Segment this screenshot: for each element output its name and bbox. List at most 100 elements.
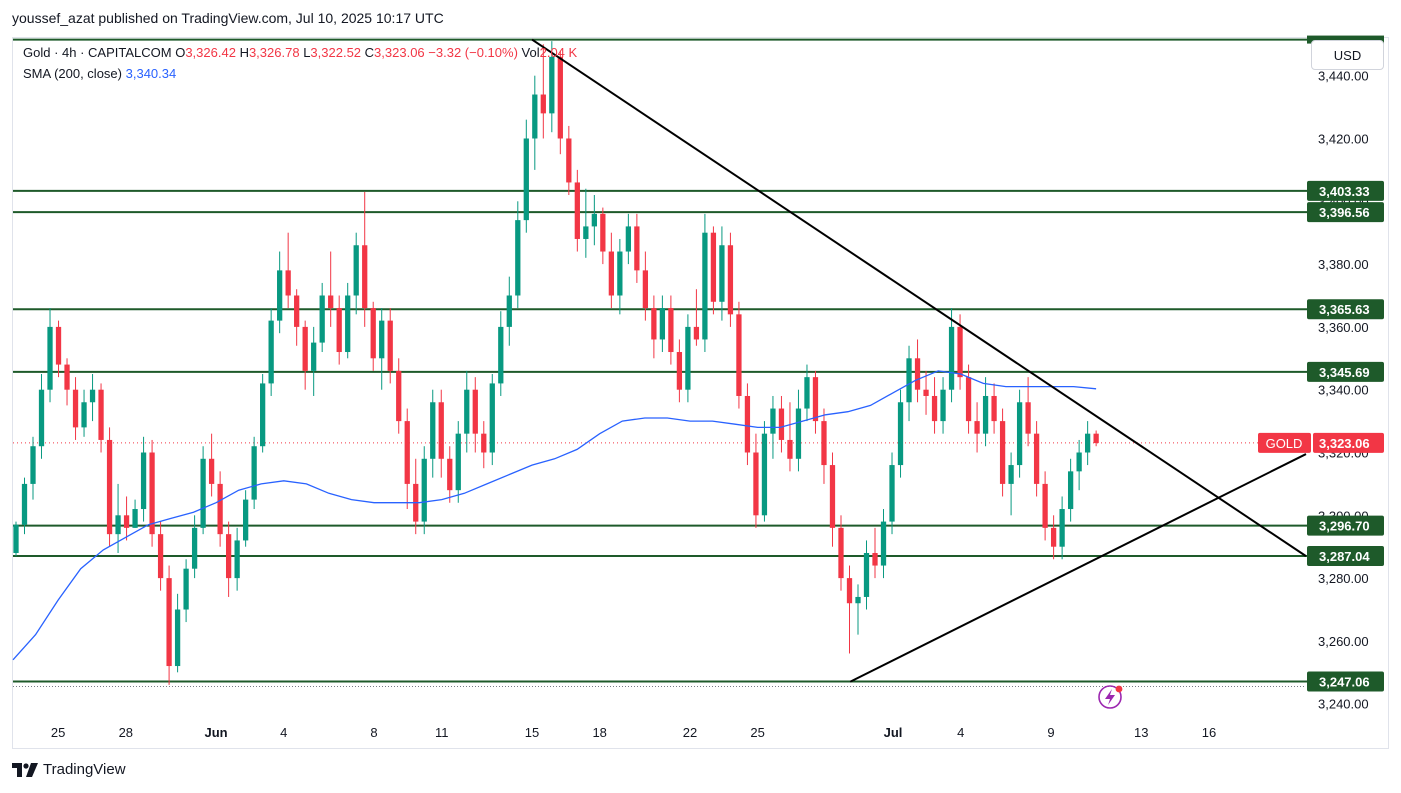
candle-body	[889, 465, 895, 522]
candle-body	[38, 389, 45, 447]
candle-body	[21, 483, 28, 525]
high-label: H	[239, 45, 249, 60]
currency-button[interactable]: USD	[1311, 40, 1384, 70]
candle-body	[948, 326, 955, 390]
candle-body	[625, 226, 632, 252]
tradingview-logo-icon	[12, 762, 38, 777]
candle-body	[974, 421, 980, 434]
candle-body	[991, 395, 997, 422]
candle-body	[931, 395, 938, 422]
candle-body	[183, 568, 189, 610]
candle-body	[906, 358, 912, 403]
sma-value: 3,340.34	[125, 66, 177, 81]
candle-body	[965, 377, 972, 422]
candle-body	[1093, 433, 1099, 444]
price-tags: 3,403.33 3,396.56 3,365.63 3,345.69 3,296.70…	[1258, 35, 1384, 692]
candle-body	[523, 138, 529, 221]
candle-body	[1016, 402, 1023, 466]
price-tick-label: 3,280.00	[1318, 571, 1369, 586]
candle-body	[455, 433, 461, 491]
candle-body	[600, 213, 606, 252]
level-price-tag	[1307, 546, 1384, 567]
time-axis: 25 28 Jun 4 8 11 15 18 22 25 Jul 4 9 13 16	[51, 725, 1216, 740]
candle-body	[166, 578, 172, 667]
candle-body	[208, 458, 215, 484]
time-tick-label: Jul	[884, 725, 903, 740]
candle-body	[668, 308, 674, 353]
candle-body	[804, 377, 810, 409]
price-tick-label: 3,360.00	[1318, 320, 1369, 335]
price-tick-label: 3,420.00	[1318, 131, 1369, 146]
publish-info: youssef_azat published on TradingView.co…	[12, 10, 444, 26]
candle-body	[829, 465, 836, 528]
candle-body	[387, 320, 393, 371]
candle-body	[1008, 465, 1014, 484]
candle-body	[149, 452, 155, 535]
candle-body	[642, 270, 649, 309]
candle-body	[787, 439, 793, 459]
high-value: 3,326.78	[248, 45, 300, 60]
candle-body	[157, 534, 164, 579]
symbol-label[interactable]: Gold · 4h · CAPITALCOM	[23, 45, 172, 60]
sma-legend[interactable]: SMA (200, close) 3,340.34	[23, 66, 176, 81]
candle-body	[251, 446, 257, 500]
candle-body	[744, 395, 751, 453]
open-value: 3,326.42	[185, 45, 236, 60]
lightning-replay-icon[interactable]	[1098, 685, 1123, 709]
candle-body	[557, 56, 563, 139]
chart-frame	[12, 37, 1389, 749]
candle-body	[591, 213, 597, 227]
candle-body	[336, 308, 342, 353]
volume-label: Vol	[521, 45, 540, 60]
candle-body	[498, 326, 504, 384]
candle-body	[379, 320, 385, 359]
candles	[13, 41, 1099, 685]
candle-body	[64, 364, 70, 390]
candle-body	[242, 499, 249, 541]
candle-body	[1084, 433, 1091, 453]
candle-body	[353, 245, 359, 296]
candle-body	[727, 245, 734, 315]
candle-body	[481, 433, 487, 453]
ohlc-legend: Gold · 4h · CAPITALCOM O3,326.42 H3,326.…	[23, 45, 577, 60]
candle-body	[855, 596, 861, 604]
time-tick-label: 11	[435, 725, 449, 740]
close-value: 3,323.06	[374, 45, 425, 60]
candle-body	[549, 56, 555, 114]
low-value: 3,322.52	[310, 45, 362, 60]
open-label: O	[175, 45, 186, 60]
candle-body	[821, 421, 827, 466]
level-price-tag	[1307, 671, 1384, 692]
close-label: C	[364, 45, 375, 60]
candle-body	[693, 326, 700, 340]
level-price-tag	[1307, 515, 1384, 536]
time-tick-label: Jun	[205, 725, 228, 740]
candle-body	[897, 402, 904, 466]
footer-brand[interactable]: TradingView	[12, 761, 126, 778]
candle-body	[566, 138, 572, 183]
candle-body	[532, 94, 538, 139]
trendlines	[531, 38, 1307, 683]
candle-body	[234, 540, 240, 579]
symbol-tag-label: GOLD	[1266, 436, 1303, 451]
level-price-tag-label: 3,345.69	[1319, 365, 1370, 380]
price-tick-label: 3,380.00	[1318, 257, 1369, 272]
candle-body	[761, 433, 768, 516]
candle-body	[311, 342, 317, 371]
candle-body	[1042, 483, 1048, 528]
low-label: L	[303, 45, 311, 60]
candle-body	[362, 245, 368, 309]
candle-body	[1033, 433, 1040, 484]
candle-body	[132, 509, 138, 528]
candle-body	[277, 270, 283, 321]
level-price-tag-label: 3,365.63	[1319, 302, 1370, 317]
time-tick-label: 9	[1047, 725, 1054, 740]
candle-body	[770, 408, 776, 434]
price-tick-label: 3,260.00	[1318, 634, 1369, 649]
candle-body	[268, 320, 274, 384]
candle-body	[472, 389, 478, 434]
candle-body	[294, 295, 300, 327]
candle-body	[651, 308, 657, 340]
candle-body	[676, 352, 683, 390]
